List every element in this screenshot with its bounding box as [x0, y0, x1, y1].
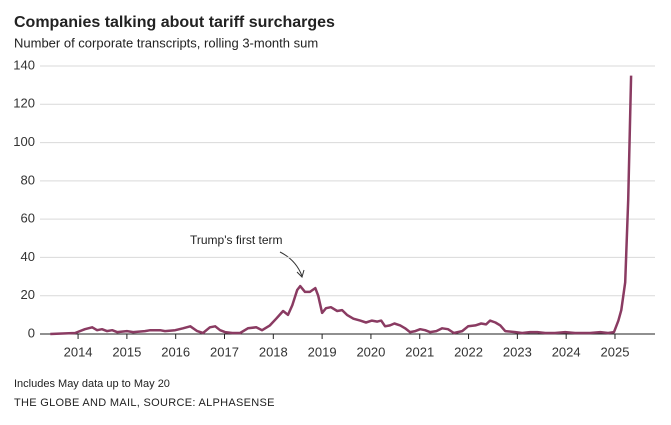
line — [50, 75, 633, 336]
y-tick-label: 60 — [21, 211, 35, 226]
x-tick-label: 2019 — [308, 344, 337, 359]
annotation: Trump's first term — [190, 233, 283, 247]
y-tick-label: 40 — [21, 249, 35, 264]
x-tick-label: 2023 — [503, 344, 532, 359]
x-tick-label: 2025 — [601, 344, 630, 359]
x-tick-label: 2022 — [454, 344, 483, 359]
x-tick-label: 2020 — [356, 344, 385, 359]
y-tick-label: 140 — [13, 57, 35, 72]
annotation-arrowhead — [296, 269, 305, 278]
y-tick-label: 80 — [21, 172, 35, 187]
y-tick-label: 20 — [21, 287, 35, 302]
x-tick-label: 2021 — [405, 344, 434, 359]
x-tick-label: 2024 — [552, 344, 581, 359]
x-tick-label: 2015 — [112, 344, 141, 359]
x-tick-label: 2014 — [64, 344, 93, 359]
chart-title: Companies talking about tariff surcharge… — [14, 14, 335, 31]
y-tick-label: 120 — [13, 96, 35, 111]
chart-subtitle: Number of corporate transcripts, rolling… — [14, 35, 318, 50]
source: THE GLOBE AND MAIL, SOURCE: ALPHASENSE — [14, 397, 275, 409]
x-tick-label: 2016 — [161, 344, 190, 359]
note: Includes May data up to May 20 — [14, 378, 170, 390]
x-tick-label: 2018 — [259, 344, 288, 359]
y-tick-label: 100 — [13, 134, 35, 149]
x-tick-label: 2017 — [210, 344, 239, 359]
y-tick-label: 0 — [28, 325, 35, 340]
annotation-arrow — [279, 251, 303, 277]
